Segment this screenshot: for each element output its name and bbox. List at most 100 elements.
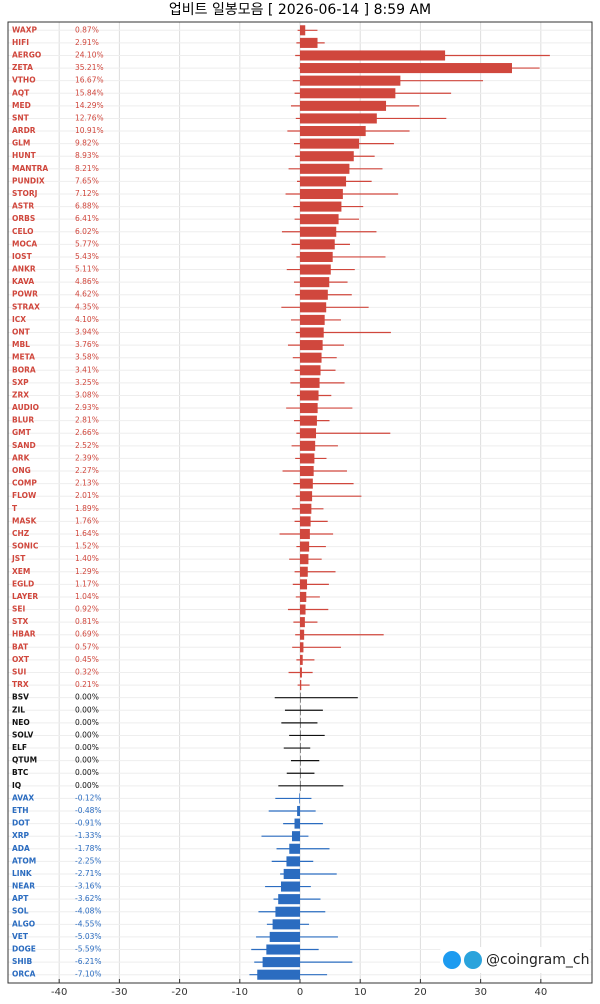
bar [300, 755, 301, 766]
coin-name: SOLV [12, 730, 34, 739]
value-label: 35.21% [75, 63, 104, 72]
bar [300, 415, 317, 426]
value-label: 0.00% [75, 705, 99, 714]
value-label: 2.13% [75, 479, 99, 488]
bar [262, 957, 300, 968]
coin-name: IQ [12, 781, 21, 790]
bar [300, 478, 313, 489]
coin-name: SHIB [12, 957, 32, 966]
value-label: 0.00% [75, 730, 99, 739]
bar [300, 491, 313, 502]
coin-name: APT [12, 894, 29, 903]
coin-name: ALGO [12, 919, 35, 928]
bar [300, 743, 301, 754]
bar [300, 541, 310, 552]
value-label: -1.78% [75, 844, 102, 853]
bar [283, 868, 300, 880]
bar [275, 906, 300, 917]
bar [300, 25, 306, 36]
coin-name: AQT [12, 88, 30, 97]
coin-name: ATOM [12, 856, 36, 865]
value-label: 1.29% [75, 567, 99, 576]
bar [300, 289, 328, 300]
coin-name: KAVA [12, 277, 34, 286]
coin-name: PUNDIX [12, 176, 45, 185]
value-label: 7.12% [75, 189, 99, 198]
bar [299, 793, 300, 804]
bar [300, 642, 304, 653]
coin-name: AVAX [12, 793, 34, 802]
coin-name: AUDIO [12, 403, 39, 412]
bar [300, 554, 309, 565]
coin-name: SEI [12, 605, 26, 614]
watermark-group: @coingram_ch [440, 947, 590, 973]
bar [300, 591, 307, 602]
bar [266, 944, 300, 955]
coin-name: XEM [12, 567, 30, 576]
bar [300, 566, 308, 577]
value-label: 0.00% [75, 718, 99, 727]
value-label: 1.17% [75, 579, 99, 588]
coin-name: HUNT [12, 151, 37, 160]
bar [257, 969, 300, 980]
bar [300, 390, 319, 401]
value-label: 2.81% [75, 416, 99, 425]
coin-name: XRP [12, 831, 30, 840]
value-label: 8.21% [75, 164, 99, 173]
coin-name: STRAX [12, 302, 40, 311]
coin-name: BAT [12, 642, 29, 651]
bar [300, 768, 301, 779]
value-label: 1.76% [75, 516, 99, 525]
coin-name: CELO [12, 227, 34, 236]
bar [300, 50, 446, 61]
coin-name: SXP [12, 378, 29, 387]
coin-name: T [12, 504, 18, 513]
coin-name: MED [12, 101, 31, 110]
value-label: 6.02% [75, 227, 99, 236]
bar [300, 654, 303, 665]
bar [300, 75, 401, 86]
value-label: 0.00% [75, 756, 99, 765]
bar [300, 780, 301, 791]
coin-name: ONT [12, 328, 31, 337]
coin-name: ASTR [12, 202, 34, 211]
value-label: -0.91% [75, 819, 102, 828]
bar [300, 680, 302, 691]
bar [272, 919, 300, 930]
coin-name: ORCA [12, 970, 36, 979]
value-label: 0.81% [75, 617, 99, 626]
bar [300, 314, 325, 325]
value-label: 16.67% [75, 76, 104, 85]
value-label: 2.66% [75, 428, 99, 437]
plot: -40 -30 -20 -10 0 10 20 30 40 WAXP 0.87% HIFI 2.91% A… [8, 22, 592, 998]
x-tick-label: 10 [354, 987, 367, 998]
coin-name: LAYER [12, 592, 38, 601]
coin-name: BSV [12, 693, 29, 702]
coin-name: GLM [12, 139, 30, 148]
coin-name: TRX [12, 680, 29, 689]
value-label: 5.11% [75, 265, 99, 274]
coin-name: DOT [12, 819, 31, 828]
bar [300, 327, 324, 338]
bar [300, 151, 354, 162]
bar [300, 352, 322, 363]
coin-name: ARDR [12, 126, 36, 135]
value-label: 24.10% [75, 50, 104, 59]
value-label: 1.89% [75, 504, 99, 513]
coin-name: STORJ [12, 189, 38, 198]
coin-name: META [12, 353, 35, 362]
x-tick-label: -10 [232, 987, 248, 998]
bar [300, 403, 318, 414]
bar [300, 377, 320, 388]
bar [300, 629, 305, 640]
coin-name: SAND [12, 441, 36, 450]
bar [300, 176, 347, 187]
coin-name: SNT [12, 113, 30, 122]
bar [300, 717, 301, 728]
bar [300, 214, 339, 225]
value-label: -3.16% [75, 882, 102, 891]
x-tick-label: -30 [111, 987, 127, 998]
bar [300, 63, 512, 74]
coin-name: WAXP [12, 25, 38, 34]
value-label: 9.82% [75, 139, 99, 148]
